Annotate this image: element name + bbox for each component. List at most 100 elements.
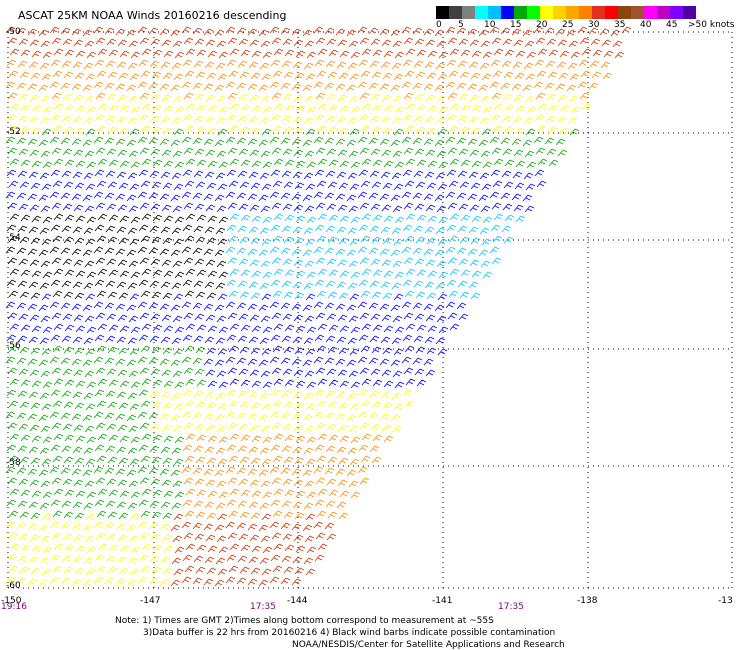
wind-barb (60, 577, 71, 585)
wind-barb (139, 92, 150, 100)
wind-barb (548, 159, 559, 167)
wind-barb (435, 117, 446, 125)
wind-barb (218, 546, 229, 554)
wind-barb (240, 104, 251, 112)
wind-barb (228, 565, 239, 573)
wind-barb (38, 29, 49, 37)
wind-barb (29, 534, 40, 542)
wind-barb (236, 27, 247, 35)
wind-barb (250, 347, 261, 355)
wind-barb (106, 313, 117, 321)
wind-barb (336, 336, 347, 344)
wind-barb (390, 29, 401, 37)
wind-barb (238, 478, 249, 486)
wind-barb (380, 391, 391, 399)
wind-barb (185, 48, 196, 56)
wind-barb (381, 424, 392, 432)
wind-barb (567, 62, 578, 70)
wind-barb (51, 422, 62, 430)
wind-barb (370, 423, 381, 431)
wind-barb (306, 216, 317, 224)
wind-barb (262, 106, 273, 114)
wind-barb (294, 237, 305, 245)
wind-barb (250, 457, 261, 465)
wind-barb (490, 59, 501, 67)
wind-barb (493, 48, 504, 56)
wind-barb (371, 181, 382, 189)
wind-barb (328, 489, 339, 497)
wind-barb (85, 568, 96, 576)
wind-barb (379, 138, 390, 146)
wind-barb (30, 237, 41, 245)
wind-barb (316, 235, 327, 243)
wind-barb (446, 169, 457, 177)
wind-barb (305, 568, 316, 576)
wind-barb (82, 469, 93, 477)
wind-barb (225, 191, 236, 199)
wind-barb (182, 389, 193, 397)
wind-barb (347, 282, 358, 290)
wind-barb (115, 578, 126, 586)
wind-barb (107, 456, 118, 464)
wind-barb (456, 27, 467, 35)
wind-barb (174, 51, 185, 59)
wind-barb (95, 37, 106, 45)
wind-barb (42, 271, 53, 279)
wind-barb (9, 378, 20, 386)
wind-barb (259, 502, 270, 510)
wind-barb (17, 280, 28, 288)
wind-barb (94, 389, 105, 397)
wind-barb (228, 400, 239, 408)
wind-barb (160, 501, 171, 509)
wind-barb (478, 249, 489, 257)
wind-barb (149, 555, 160, 563)
wind-barb (437, 183, 448, 191)
wind-barb (457, 225, 468, 233)
wind-barb (335, 248, 346, 256)
wind-barb (94, 114, 105, 122)
wind-barb (196, 214, 207, 222)
wind-barb (159, 138, 170, 146)
wind-barb (526, 106, 537, 114)
wind-barb (240, 434, 251, 442)
wind-barb (262, 436, 273, 444)
wind-barb (194, 423, 205, 431)
wind-barbs (5, 26, 632, 587)
wind-barb (271, 532, 282, 540)
wind-barb (5, 136, 16, 144)
wind-barb (281, 500, 292, 508)
wind-barb (216, 370, 227, 378)
wind-barb (566, 29, 577, 37)
wind-barb (284, 159, 295, 167)
wind-barb (470, 237, 481, 245)
wind-barb (262, 271, 273, 279)
wind-barb (192, 412, 203, 420)
wind-barb (149, 500, 160, 508)
wind-barb (306, 51, 317, 59)
wind-barb (104, 522, 115, 530)
wind-barb (262, 546, 273, 554)
colorbar-label: 20 (536, 20, 548, 30)
wind-barb (86, 491, 97, 499)
wind-barb (570, 106, 581, 114)
wind-barb (226, 169, 237, 177)
wind-barb (361, 323, 372, 331)
wind-barb (328, 324, 339, 332)
wind-barb (557, 39, 568, 47)
wind-barb (317, 488, 328, 496)
wind-barb (303, 392, 314, 400)
wind-barb (215, 172, 226, 180)
wind-barb (63, 126, 74, 134)
wind-barb (84, 425, 95, 433)
wind-barb (405, 323, 416, 331)
wind-barb (359, 202, 370, 210)
wind-barb (206, 292, 217, 300)
wind-barb (18, 38, 29, 46)
wind-barb (458, 203, 469, 211)
wind-barb (206, 402, 217, 410)
wind-barb (39, 227, 50, 235)
wind-barb (379, 358, 390, 366)
wind-barb (383, 215, 394, 223)
wind-barb (71, 303, 82, 311)
